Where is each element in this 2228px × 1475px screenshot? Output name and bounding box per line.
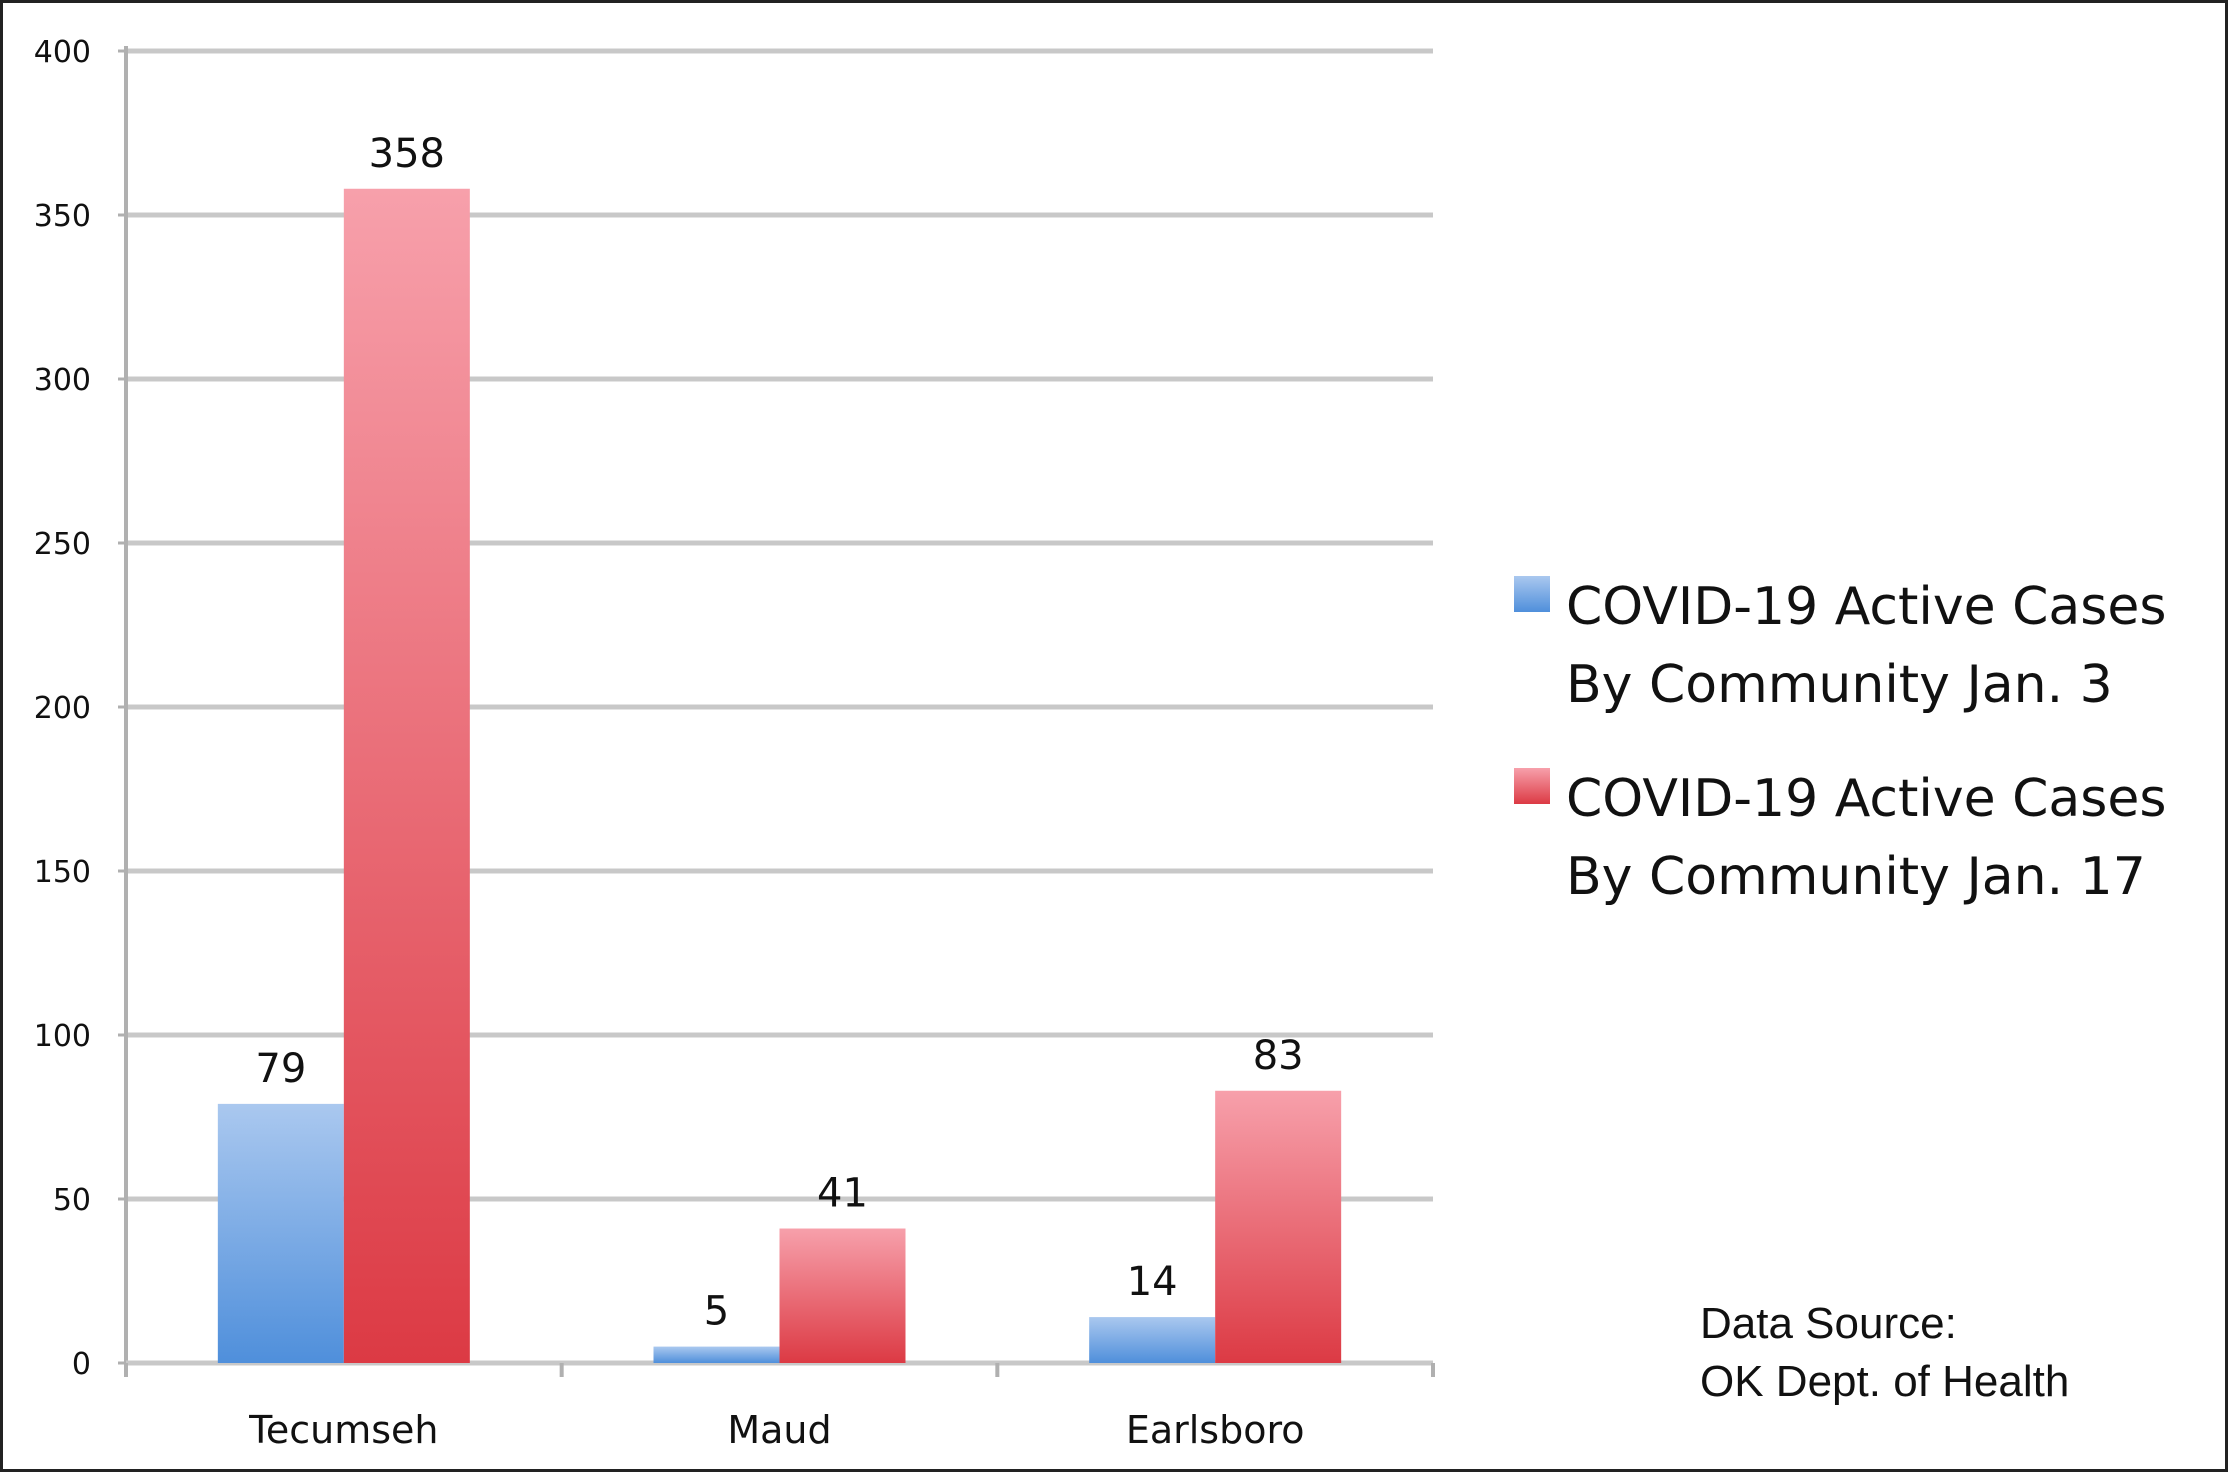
x-category-labels: Tecumseh Maud Earlsboro (248, 1408, 1304, 1452)
bar-earlsboro-series-1 (1089, 1317, 1216, 1363)
y-tick-label-400: 400 (34, 35, 91, 70)
data-labels: 79 358 5 41 14 83 (255, 131, 1303, 1335)
legend-label-series-1-line-1: COVID-19 Active Cases (1566, 577, 2166, 637)
legend-label-series-1-line-2: By Community Jan. 3 (1566, 655, 2113, 715)
bar-maud-series-1 (653, 1346, 780, 1363)
y-tick-label-200: 200 (34, 691, 91, 726)
y-tick-label-150: 150 (34, 855, 91, 890)
y-tick-label-0: 0 (72, 1347, 91, 1382)
gridlines (126, 48, 1433, 1202)
legend-label-series-2-line-1: COVID-19 Active Cases (1566, 769, 2166, 829)
x-category-label-earlsboro: Earlsboro (1126, 1408, 1305, 1452)
data-label-earlsboro-series-2: 83 (1253, 1033, 1304, 1079)
source-line-2: OK Dept. of Health (1700, 1357, 2069, 1406)
data-source-note: Data Source: OK Dept. of Health (1700, 1299, 2069, 1406)
legend-swatch-series-1 (1514, 576, 1550, 612)
y-tick-label-350: 350 (34, 199, 91, 234)
data-label-maud-series-1: 5 (704, 1289, 729, 1335)
source-line-1: Data Source: (1700, 1299, 1957, 1348)
bar-tecumseh-series-2 (343, 188, 470, 1363)
data-label-tecumseh-series-1: 79 (255, 1046, 306, 1092)
bar-maud-series-2 (779, 1228, 906, 1363)
bar-tecumseh-series-1 (217, 1103, 344, 1363)
bar-chart: 0 50 100 150 200 250 300 350 400 79 358 5 41 14 83 Te… (34, 35, 2167, 1452)
bars (217, 188, 1342, 1363)
x-category-label-maud: Maud (727, 1408, 831, 1452)
y-tick-label-50: 50 (53, 1183, 91, 1218)
data-label-maud-series-2: 41 (817, 1171, 868, 1217)
legend-swatch-series-2 (1514, 768, 1550, 804)
y-tick-label-100: 100 (34, 1019, 91, 1054)
y-tick-label-300: 300 (34, 363, 91, 398)
data-label-tecumseh-series-2: 358 (369, 131, 445, 177)
legend-label-series-2-line-2: By Community Jan. 17 (1566, 847, 2146, 907)
data-label-earlsboro-series-1: 14 (1127, 1259, 1178, 1305)
bar-earlsboro-series-2 (1215, 1090, 1342, 1363)
y-tick-labels: 0 50 100 150 200 250 300 350 400 (34, 35, 91, 1382)
legend: COVID-19 Active Cases By Community Jan. 3… (1514, 576, 2166, 907)
y-tick-label-250: 250 (34, 527, 91, 562)
x-category-label-tecumseh: Tecumseh (248, 1408, 438, 1452)
